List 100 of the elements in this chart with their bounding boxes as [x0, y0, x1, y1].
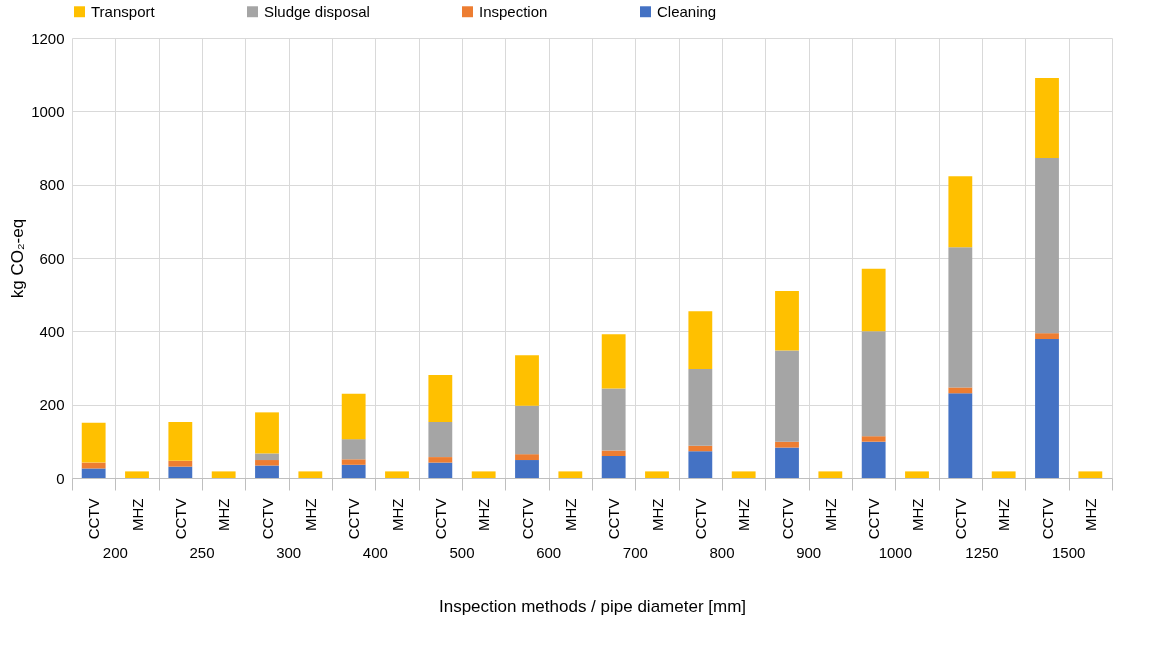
bar — [1035, 157, 1059, 334]
bar — [515, 454, 539, 461]
bar — [688, 451, 713, 478]
bar — [861, 268, 886, 332]
x-tick-label: MHZ — [908, 498, 926, 531]
bar — [558, 471, 583, 478]
bar — [341, 439, 366, 460]
x-axis-title: Inspection methods / pipe diameter [mm] — [438, 597, 747, 617]
bar — [775, 441, 799, 448]
text: 200 — [102, 544, 128, 561]
x-tick-label: CCTV — [518, 498, 536, 540]
x-tick-label: MHZ — [1081, 498, 1099, 531]
bar — [948, 387, 973, 394]
x-tick-label: CCTV — [85, 498, 103, 540]
bar — [948, 393, 973, 478]
x-tick-label: MHZ — [215, 498, 233, 531]
x-tick-label: CCTV — [345, 498, 363, 540]
x-tick-label: CCTV — [258, 498, 276, 540]
bar — [211, 471, 236, 478]
bar — [341, 393, 366, 440]
x-tick-label: CCTV — [431, 498, 449, 540]
bar — [645, 471, 669, 478]
bar — [948, 176, 973, 248]
bar — [255, 453, 279, 461]
bar — [515, 405, 539, 455]
x-tick-label: CCTV — [951, 498, 969, 540]
bar — [125, 471, 149, 478]
bar — [81, 468, 106, 478]
x-tick-label: MHZ — [561, 498, 579, 531]
text: 1250 — [965, 544, 999, 561]
bar — [775, 291, 799, 351]
bar — [861, 441, 886, 478]
bar — [905, 471, 929, 478]
bar — [428, 462, 453, 478]
text: 400 — [362, 544, 388, 561]
y-tick-label: 1200 — [31, 29, 65, 47]
bar — [341, 464, 366, 478]
y-tick-label: 600 — [39, 249, 65, 267]
legend-label: Inspection — [479, 2, 548, 20]
bar — [255, 465, 279, 478]
bar — [515, 355, 539, 406]
x-tick-label: CCTV — [691, 498, 709, 540]
bar — [601, 334, 626, 389]
bar — [255, 460, 279, 466]
y-tick-label: 800 — [39, 176, 65, 194]
y-tick-label: 400 — [39, 322, 65, 340]
bar — [601, 456, 626, 478]
bar — [731, 471, 756, 478]
x-tick-label: CCTV — [865, 498, 883, 540]
bar — [1035, 333, 1059, 340]
bar — [991, 471, 1016, 478]
bar — [688, 311, 713, 370]
legend-label: Sludge disposal — [264, 2, 370, 20]
bar — [948, 247, 973, 388]
x-tick-label: MHZ — [821, 498, 839, 531]
bar — [428, 374, 453, 422]
x-tick-label: CCTV — [1038, 498, 1056, 540]
x-tick-label: MHZ — [995, 498, 1013, 531]
x-tick-label: MHZ — [301, 498, 319, 531]
x-tick-label: MHZ — [475, 498, 493, 531]
text: 600 — [536, 544, 562, 561]
text: 700 — [622, 544, 648, 561]
bar — [601, 450, 626, 456]
text: 800 — [709, 544, 735, 561]
bar — [1035, 77, 1059, 158]
y-tick-label: 200 — [39, 396, 65, 414]
text: 900 — [796, 544, 822, 561]
bar — [168, 460, 193, 467]
bar — [688, 369, 713, 446]
text: 250 — [189, 544, 215, 561]
bar — [385, 471, 409, 478]
text: 500 — [449, 544, 475, 561]
x-tick-label: CCTV — [605, 498, 623, 540]
bar — [775, 447, 799, 478]
bar — [168, 421, 193, 461]
bar — [1035, 339, 1059, 478]
bar — [81, 422, 106, 463]
legend-label: Transport — [91, 2, 156, 20]
bar — [515, 460, 539, 478]
bar — [471, 471, 496, 478]
legend-label: Cleaning — [657, 2, 717, 20]
x-tick-label: MHZ — [128, 498, 146, 531]
text: 1000 — [878, 544, 913, 561]
y-axis-title: kg CO₂-eq — [8, 218, 28, 299]
bar — [818, 471, 843, 478]
bar — [298, 471, 323, 478]
y-tick-label: 0 — [56, 469, 65, 487]
bar — [861, 331, 886, 437]
bar — [775, 350, 799, 442]
bar — [428, 457, 453, 463]
y-tick-label: 1000 — [31, 102, 65, 120]
x-tick-label: CCTV — [778, 498, 796, 540]
bar — [255, 412, 279, 454]
bar — [861, 436, 886, 442]
bar — [168, 466, 193, 478]
x-tick-label: CCTV — [171, 498, 189, 540]
bar — [601, 388, 626, 451]
x-tick-label: MHZ — [648, 498, 666, 531]
text: 300 — [276, 544, 302, 561]
x-tick-label: MHZ — [388, 498, 406, 531]
